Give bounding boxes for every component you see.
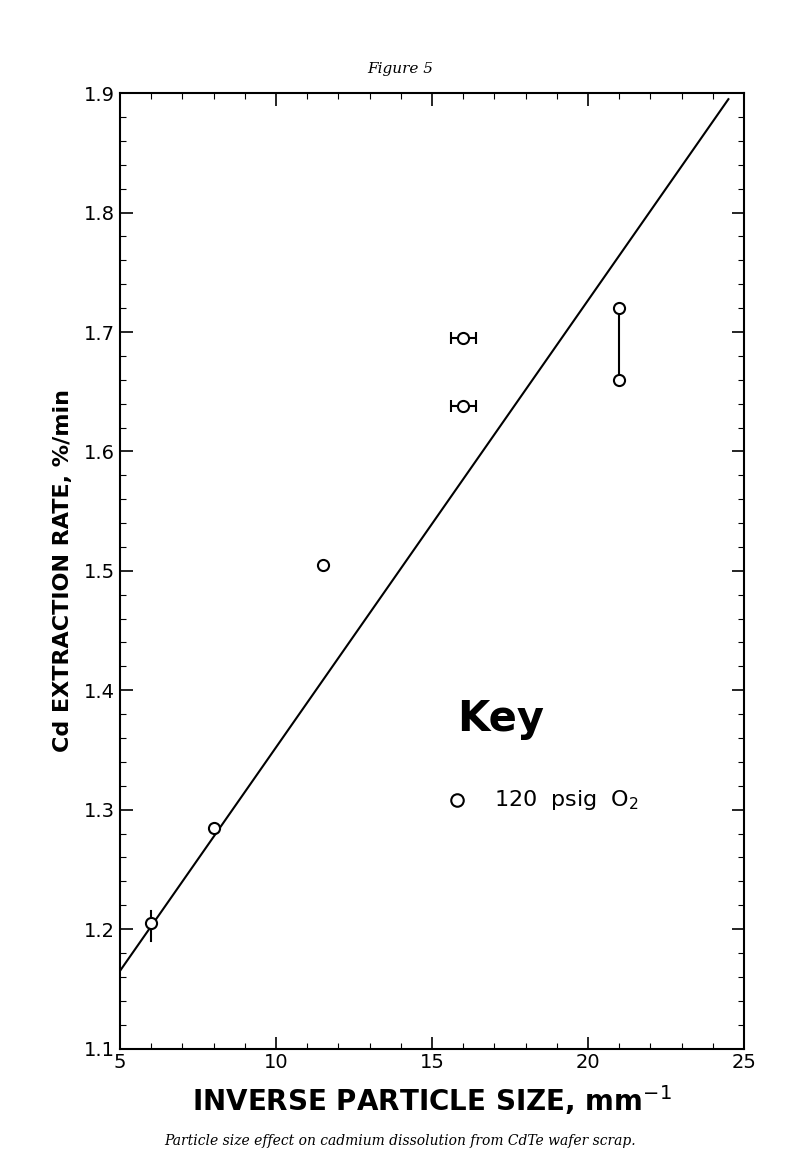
Text: 120  psig  O$_2$: 120 psig O$_2$ xyxy=(494,788,639,812)
Y-axis label: Cd EXTRACTION RATE, %/min: Cd EXTRACTION RATE, %/min xyxy=(53,389,73,753)
Text: Key: Key xyxy=(457,698,544,740)
X-axis label: INVERSE PARTICLE SIZE, mm$^{-1}$: INVERSE PARTICLE SIZE, mm$^{-1}$ xyxy=(192,1083,672,1117)
Text: Figure 5: Figure 5 xyxy=(367,62,433,76)
Text: Particle size effect on cadmium dissolution from CdTe wafer scrap.: Particle size effect on cadmium dissolut… xyxy=(164,1134,636,1148)
